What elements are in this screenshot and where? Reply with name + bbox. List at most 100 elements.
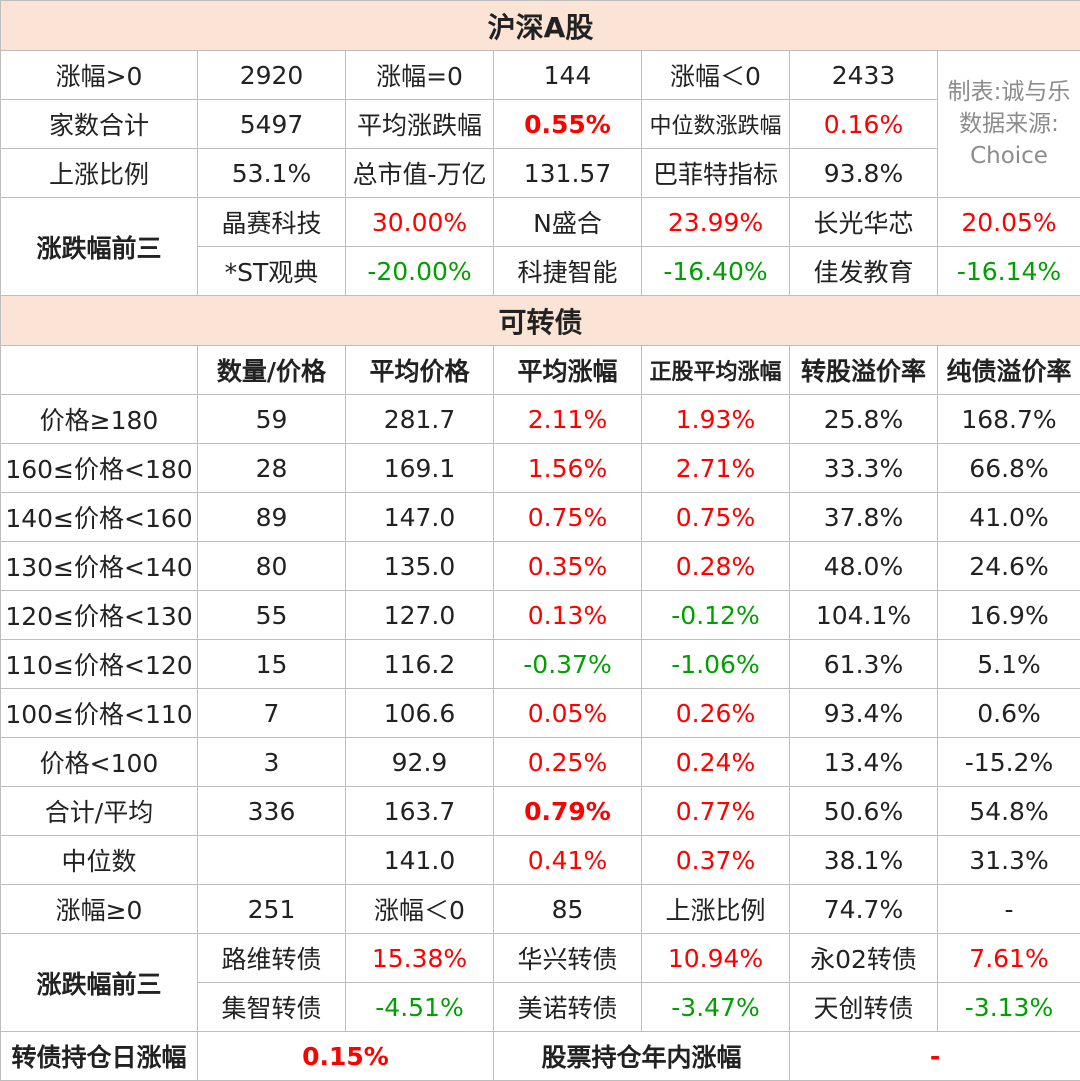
conversion-premium: 37.8% bbox=[790, 493, 938, 542]
cell-label: 涨幅＜0 bbox=[346, 885, 494, 934]
price-band-label: 价格≥180 bbox=[1, 395, 198, 444]
cell-value: 53.1% bbox=[198, 149, 346, 198]
cb-position-daily-label: 转债持仓日涨幅 bbox=[1, 1032, 198, 1081]
avg-price: 116.2 bbox=[346, 640, 494, 689]
source-note: 制表:诚与乐 数据来源: Choice bbox=[938, 51, 1080, 198]
cell-value: 131.57 bbox=[494, 149, 642, 198]
bond-count: 3 bbox=[198, 738, 346, 787]
conversion-premium: 61.3% bbox=[790, 640, 938, 689]
gainer-name: 华兴转债 bbox=[494, 934, 642, 983]
price-band-label: 130≤价格<140 bbox=[1, 542, 198, 591]
cb-position-daily-value: 0.15% bbox=[198, 1032, 494, 1081]
price-band-label: 价格<100 bbox=[1, 738, 198, 787]
price-band-label: 120≤价格<130 bbox=[1, 591, 198, 640]
gainer-change: 30.00% bbox=[346, 198, 494, 247]
cell-value: 2920 bbox=[198, 51, 346, 100]
loser-change: -16.40% bbox=[642, 247, 790, 296]
cell-label: 总市值-万亿 bbox=[346, 149, 494, 198]
gainer-change: 10.94% bbox=[642, 934, 790, 983]
price-band-label: 中位数 bbox=[1, 836, 198, 885]
conversion-premium: 104.1% bbox=[790, 591, 938, 640]
note-source: Choice bbox=[938, 140, 1080, 172]
avg-price: 141.0 bbox=[346, 836, 494, 885]
conversion-premium: 38.1% bbox=[790, 836, 938, 885]
bond-count: 28 bbox=[198, 444, 346, 493]
stock-avg-change: 0.24% bbox=[642, 738, 790, 787]
stock-avg-change: 0.37% bbox=[642, 836, 790, 885]
bond-premium: 24.6% bbox=[938, 542, 1080, 591]
avg-change: 2.11% bbox=[494, 395, 642, 444]
avg-price: 106.6 bbox=[346, 689, 494, 738]
avg-change: 1.56% bbox=[494, 444, 642, 493]
bond-premium: 0.6% bbox=[938, 689, 1080, 738]
stock-position-ytd-value: - bbox=[790, 1032, 1080, 1081]
cell-label: 涨幅=0 bbox=[346, 51, 494, 100]
avg-price: 135.0 bbox=[346, 542, 494, 591]
bond-premium: 168.7% bbox=[938, 395, 1080, 444]
cb-header-bond-premium: 纯债溢价率 bbox=[938, 346, 1080, 395]
cell-label: 上涨比例 bbox=[1, 149, 198, 198]
cell-label: 平均涨跌幅 bbox=[346, 100, 494, 149]
avg-price: 281.7 bbox=[346, 395, 494, 444]
avg-change: 0.25% bbox=[494, 738, 642, 787]
cb-header-conversion-premium: 转股溢价率 bbox=[790, 346, 938, 395]
conversion-premium: 93.4% bbox=[790, 689, 938, 738]
cell-value: 74.7% bbox=[790, 885, 938, 934]
cell-value: 2433 bbox=[790, 51, 938, 100]
avg-price: 169.1 bbox=[346, 444, 494, 493]
cell-label: 中位数涨跌幅 bbox=[642, 100, 790, 149]
avg-change: -0.37% bbox=[494, 640, 642, 689]
bond-premium: 16.9% bbox=[938, 591, 1080, 640]
cell-value: 144 bbox=[494, 51, 642, 100]
price-band-label: 合计/平均 bbox=[1, 787, 198, 836]
stock-position-ytd-label: 股票持仓年内涨幅 bbox=[494, 1032, 790, 1081]
cell-value: - bbox=[938, 885, 1080, 934]
stock-avg-change: 1.93% bbox=[642, 395, 790, 444]
cell-label: 家数合计 bbox=[1, 100, 198, 149]
bond-premium: 5.1% bbox=[938, 640, 1080, 689]
loser-change: -3.13% bbox=[938, 983, 1080, 1032]
gainer-name: 长光华芯 bbox=[790, 198, 938, 247]
gainer-name: N盛合 bbox=[494, 198, 642, 247]
median-change-value: 0.16% bbox=[790, 100, 938, 149]
bond-premium: 41.0% bbox=[938, 493, 1080, 542]
gainer-change: 20.05% bbox=[938, 198, 1080, 247]
avg-price: 147.0 bbox=[346, 493, 494, 542]
bond-premium: 31.3% bbox=[938, 836, 1080, 885]
cell-label: 涨幅≥0 bbox=[1, 885, 198, 934]
loser-change: -16.14% bbox=[938, 247, 1080, 296]
avg-change: 0.35% bbox=[494, 542, 642, 591]
conversion-premium: 48.0% bbox=[790, 542, 938, 591]
bond-count: 15 bbox=[198, 640, 346, 689]
bond-count: 80 bbox=[198, 542, 346, 591]
cb-header-avg-change: 平均涨幅 bbox=[494, 346, 642, 395]
avg-price: 127.0 bbox=[346, 591, 494, 640]
conversion-premium: 50.6% bbox=[790, 787, 938, 836]
bond-count: 59 bbox=[198, 395, 346, 444]
cb-header-blank bbox=[1, 346, 198, 395]
avg-change: 0.05% bbox=[494, 689, 642, 738]
loser-change: -4.51% bbox=[346, 983, 494, 1032]
cell-value: 85 bbox=[494, 885, 642, 934]
price-band-label: 140≤价格<160 bbox=[1, 493, 198, 542]
cb-section-title: 可转债 bbox=[1, 296, 1080, 346]
stock-avg-change: -0.12% bbox=[642, 591, 790, 640]
avg-change: 0.75% bbox=[494, 493, 642, 542]
cell-label: 涨幅＜0 bbox=[642, 51, 790, 100]
loser-name: 佳发教育 bbox=[790, 247, 938, 296]
loser-name: 集智转债 bbox=[198, 983, 346, 1032]
loser-change: -3.47% bbox=[642, 983, 790, 1032]
gainer-change: 15.38% bbox=[346, 934, 494, 983]
loser-change: -20.00% bbox=[346, 247, 494, 296]
